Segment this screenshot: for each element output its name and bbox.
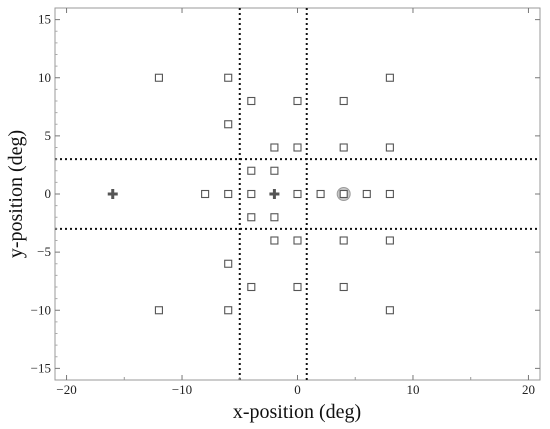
square-marker [224, 306, 233, 315]
data-marks [107, 73, 394, 315]
x-tick-label: 0 [294, 382, 301, 397]
y-tick-label: 0 [45, 186, 52, 201]
square-marker [224, 73, 233, 82]
square-marker [247, 282, 256, 292]
square-marker [270, 143, 279, 152]
square-marker [385, 73, 394, 82]
square-marker [270, 236, 279, 245]
axis-ticks: −20 −10 0 10 20 −15 −10 −5 0 5 10 15 [31, 8, 540, 397]
square-marker [293, 282, 302, 292]
y-tick-label: −15 [31, 360, 51, 375]
y-axis-title: y-position (deg) [5, 130, 27, 258]
square-marker [339, 143, 348, 152]
x-axis-title: x-position (deg) [233, 401, 361, 423]
square-marker [316, 189, 325, 199]
square-marker [293, 143, 302, 152]
square-marker [362, 189, 371, 199]
x-tick-label: 10 [406, 382, 419, 397]
y-tick-label: 5 [45, 128, 52, 143]
square-marker [293, 189, 302, 199]
y-tick-label: 10 [38, 70, 51, 85]
square-marker [293, 236, 302, 245]
x-tick-label: −20 [56, 382, 76, 397]
plus-marker [269, 189, 280, 199]
square-marker [247, 213, 256, 222]
y-tick-label: −10 [31, 302, 51, 317]
square-marker [224, 120, 233, 129]
square-marker [339, 96, 348, 106]
square-marker [247, 189, 256, 199]
y-tick-label: 15 [38, 12, 51, 27]
square-marker [385, 236, 394, 245]
square-marker [270, 213, 279, 222]
square-marker [247, 166, 256, 175]
square-marker [201, 189, 210, 199]
square-marker [385, 306, 394, 315]
square-marker [293, 96, 302, 106]
square-marker [247, 96, 256, 106]
square-marker [154, 73, 163, 82]
y-tick-label: −5 [37, 244, 51, 259]
square-marker [224, 189, 233, 199]
square-marker [154, 306, 163, 315]
square-marker [339, 189, 348, 199]
square-marker [339, 282, 348, 292]
square-marker [339, 236, 348, 245]
square-marker [385, 189, 394, 199]
x-tick-label: −10 [172, 382, 192, 397]
square-marker [224, 259, 233, 268]
x-tick-label: 20 [522, 382, 535, 397]
square-marker [270, 166, 279, 175]
plus-marker [107, 189, 118, 199]
square-marker [385, 143, 394, 152]
reference-lines [55, 8, 540, 380]
